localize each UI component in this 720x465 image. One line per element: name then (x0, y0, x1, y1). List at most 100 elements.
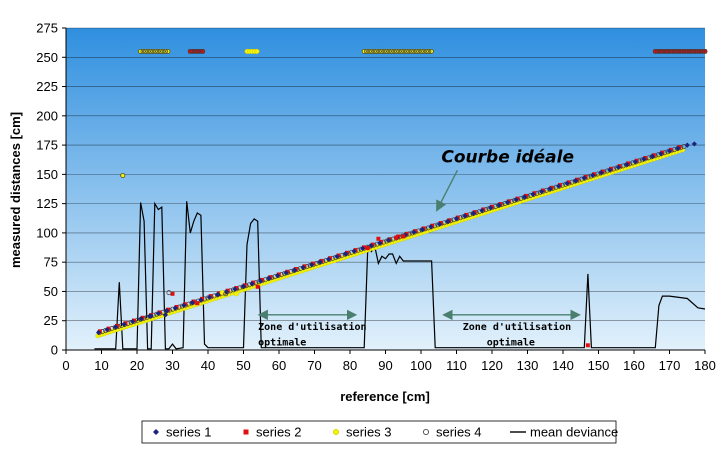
series2-point (188, 49, 193, 54)
series1-point (148, 313, 154, 319)
series1-point (326, 256, 332, 262)
series1-point (547, 186, 553, 192)
series1-point (368, 243, 374, 249)
series4-point (423, 48, 429, 54)
series1-point (658, 151, 664, 157)
x-tick-label: 80 (343, 358, 357, 373)
zone-label: Zone d'utilisation (463, 321, 571, 333)
series4-point (695, 48, 700, 54)
y-tick-label: 275 (36, 21, 58, 36)
x-tick-label: 130 (517, 358, 539, 373)
series1-point (317, 259, 323, 265)
series1-point (624, 161, 630, 168)
series4-point (655, 48, 661, 54)
series4-point (386, 48, 392, 54)
series4-point (143, 48, 148, 54)
y-tick-label: 50 (44, 284, 58, 299)
series4-point (369, 48, 375, 54)
series2-point (653, 49, 658, 54)
legend-swatch (422, 428, 429, 435)
series1-point (632, 159, 639, 165)
series4-point (153, 48, 158, 54)
y-tick-label: 175 (36, 138, 58, 153)
series4-point (667, 48, 673, 54)
series2-point (193, 49, 198, 54)
series2-point (660, 49, 665, 54)
series2-point (394, 235, 399, 240)
series2-point (683, 49, 688, 54)
series2-point (255, 284, 260, 289)
series4-point (371, 48, 377, 54)
legend-label: series 1 (166, 425, 212, 440)
series4-point (192, 48, 198, 54)
series2-point (668, 49, 673, 54)
series4-point (120, 173, 126, 178)
series1-point (181, 302, 187, 308)
series1-point (292, 267, 298, 273)
series1-point (445, 218, 451, 224)
series1-point (164, 308, 170, 314)
series1-point (96, 329, 102, 336)
series1-point (283, 270, 289, 276)
series1-point (513, 197, 519, 203)
series3-point (254, 48, 260, 54)
series2-point (688, 49, 693, 54)
series1-point (487, 205, 494, 211)
series2-point (195, 49, 200, 54)
y-tick-label: 250 (36, 50, 58, 65)
series1-point (496, 202, 502, 208)
x-tick-label: 150 (588, 358, 610, 373)
series1-point (130, 319, 136, 325)
series4-point (677, 48, 683, 54)
series4-point (138, 48, 143, 54)
series4-point (361, 48, 367, 54)
series4-point (195, 48, 201, 54)
series4-point (391, 48, 397, 54)
series4-point (697, 48, 703, 54)
series-layer (95, 48, 708, 348)
series4-point (401, 48, 407, 54)
series1-point (428, 224, 434, 230)
series3-point (233, 291, 239, 297)
series1-point (300, 264, 306, 271)
series1-point (215, 291, 221, 298)
y-tick-label: 225 (36, 79, 58, 94)
series4-point (421, 48, 427, 54)
plot-area (66, 28, 705, 350)
series4-point (411, 48, 417, 54)
series4-point (426, 48, 432, 54)
y-tick-label: 0 (51, 343, 58, 358)
series4-point (374, 48, 380, 54)
series4-point (160, 48, 166, 54)
series2-point (195, 301, 200, 306)
series4-point (200, 48, 206, 54)
x-tick-label: 10 (94, 358, 108, 373)
series4-point (662, 48, 668, 54)
x-tick-label: 50 (236, 358, 250, 373)
series2-point (665, 49, 670, 54)
annotation-arrow (436, 169, 459, 212)
series1-point (104, 327, 110, 333)
series4-point (418, 48, 424, 54)
series1-point (266, 275, 272, 281)
series4-point (150, 48, 156, 54)
series2-point (655, 49, 660, 54)
series1-point (309, 262, 315, 268)
x-tick-label: 70 (307, 358, 321, 373)
series1-point (419, 226, 426, 233)
series4-point (165, 48, 171, 54)
series2-point (376, 236, 381, 241)
series1-point (607, 167, 613, 173)
series1-point (598, 170, 604, 176)
x-tick-label: 100 (410, 358, 432, 373)
series4-point (687, 48, 693, 54)
series4-point (197, 48, 203, 54)
series1-point (666, 148, 673, 154)
x-tick-label: 180 (694, 358, 716, 373)
series1-point (530, 191, 536, 197)
series4-point (364, 48, 370, 54)
series4-point (379, 48, 385, 54)
series1-point (162, 312, 168, 318)
series1-point (249, 281, 255, 287)
x-tick-label: 140 (552, 358, 574, 373)
